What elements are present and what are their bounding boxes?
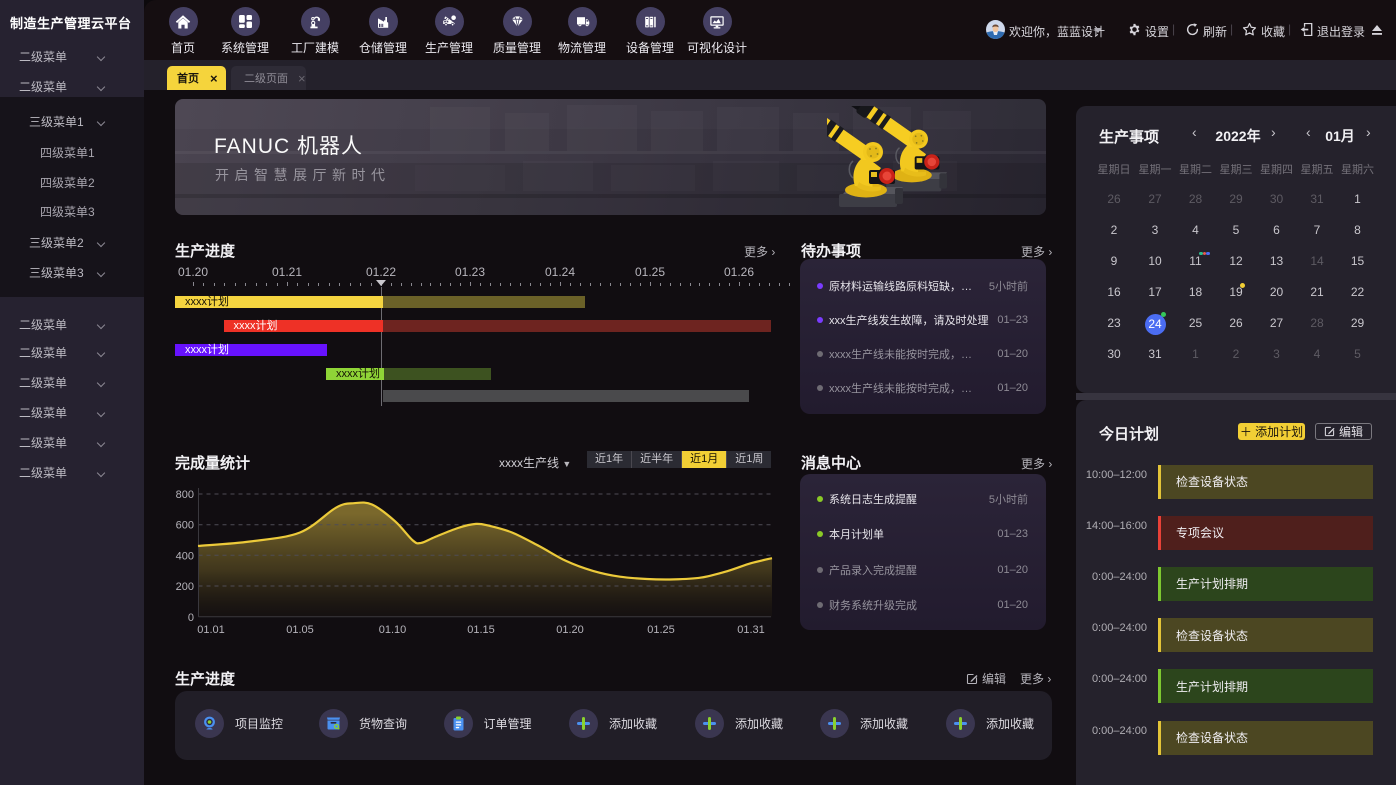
svg-text:01.31: 01.31 bbox=[737, 624, 765, 636]
svg-text:01.10: 01.10 bbox=[379, 624, 407, 636]
svg-text:600: 600 bbox=[176, 520, 194, 532]
svg-text:800: 800 bbox=[176, 489, 194, 501]
svg-text:01.20: 01.20 bbox=[556, 624, 584, 636]
svg-text:01.05: 01.05 bbox=[286, 624, 314, 636]
svg-text:0: 0 bbox=[188, 612, 194, 624]
svg-text:400: 400 bbox=[176, 550, 194, 562]
svg-text:01.15: 01.15 bbox=[467, 624, 495, 636]
svg-text:01.01: 01.01 bbox=[197, 624, 225, 636]
svg-text:200: 200 bbox=[176, 581, 194, 593]
svg-text:01.25: 01.25 bbox=[647, 624, 675, 636]
